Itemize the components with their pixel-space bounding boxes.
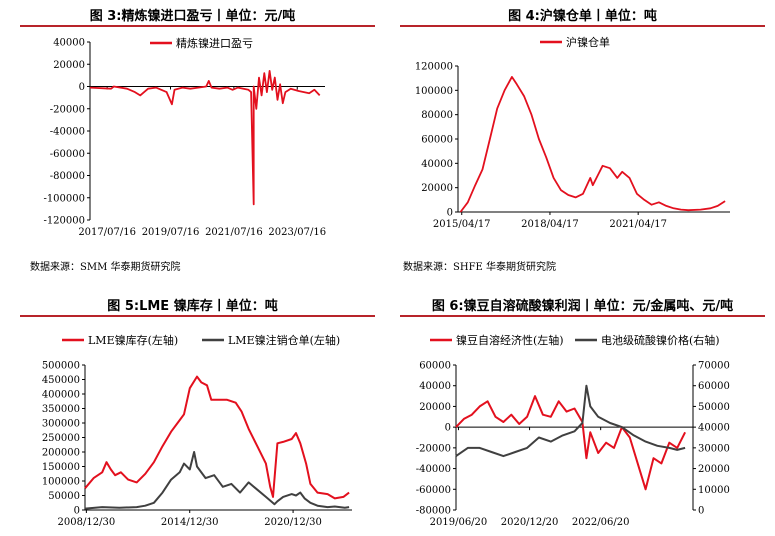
series-line: [459, 76, 726, 213]
y-tick-label: 40000: [421, 159, 453, 170]
chart-fig6: 60000 40000 20000 0 -20000 -40000 -60000 -80000…: [416, 333, 730, 528]
x-tick-label: 2023/07/16: [268, 227, 326, 238]
y-right-tick-label: 20000: [698, 464, 730, 475]
x-tick-label: 2020/12/30: [264, 517, 322, 528]
y-tick-label: 60000: [421, 135, 453, 146]
legend-label: LME镍库存(左轴): [88, 333, 178, 347]
chart-fig4: 0 20000 40000 60000 80000 100000 120000 2015/04…: [415, 35, 730, 230]
legend-label: 镍豆自溶经济性(左轴): [456, 333, 564, 347]
series-line: [455, 384, 686, 458]
chart-title: 图 4:沪镍仓单丨单位：吨: [508, 9, 657, 24]
legend-label: 沪镍仓单: [566, 35, 610, 49]
y-tick-label: 0: [79, 82, 85, 93]
y-tick-label: -20000: [50, 104, 85, 115]
y-tick-label: -40000: [50, 127, 85, 138]
panel-fig4: 图 4:沪镍仓单丨单位：吨 0 20000 40000 60000 80000 10000…: [390, 0, 775, 275]
series-line: [84, 375, 350, 500]
x-tick-label: 2017/07/16: [78, 227, 136, 238]
source-note: 数据来源：SHFE 华泰期货研究院: [403, 262, 556, 273]
title-rule: [20, 315, 375, 317]
y-tick-label: 40000: [419, 381, 451, 392]
series-line: [455, 395, 686, 491]
y-tick-label: 150000: [42, 462, 80, 473]
legend-label: 电池级硫酸镍价格(右轴): [601, 333, 720, 347]
x-tick-label: 2018/04/17: [521, 219, 579, 230]
y-tick-label: 0: [447, 208, 453, 219]
y-tick-label: 400000: [42, 390, 80, 401]
chart-fig3: 40000 20000 0 -20000 -40000 -60000 -80000 -1000…: [43, 36, 326, 238]
legend-label: 精炼镍进口盈亏: [176, 36, 253, 50]
panel-fig6: 图 6:镍豆自溶硫酸镍利润丨单位：元/金属吨、元/吨 60000 40000 200…: [390, 290, 775, 536]
series-line: [89, 70, 321, 206]
y-tick-label: -40000: [416, 464, 451, 475]
y-tick-label: 450000: [42, 375, 80, 386]
panel-fig3: 图 3:精炼镍进口盈亏丨单位：元/吨 40000 20000 0 -20000 -400…: [0, 0, 385, 275]
x-tick-label: 2021/04/17: [609, 219, 667, 230]
y-tick-label: -80000: [416, 506, 451, 517]
chart-title: 图 5:LME 镍库存丨单位：吨: [107, 299, 278, 314]
x-tick-label: 2021/07/16: [205, 227, 263, 238]
y-tick-label: -120000: [43, 216, 85, 227]
y-tick-label: -100000: [43, 193, 85, 204]
y-tick-label: 40000: [53, 38, 85, 49]
y-tick-label: 500000: [42, 361, 80, 372]
chart-fig5: 0 50000 100000 150000 200000 250000 300000 3500…: [42, 333, 352, 528]
y-tick-label: -60000: [416, 485, 451, 496]
chart-title: 图 3:精炼镍进口盈亏丨单位：元/吨: [89, 9, 296, 24]
title-rule: [20, 25, 375, 27]
chart-title: 图 6:镍豆自溶硫酸镍利润丨单位：元/金属吨、元/吨: [431, 299, 734, 314]
y-tick-label: -20000: [416, 443, 451, 454]
y-tick-label: 120000: [415, 62, 453, 73]
y-right-tick-label: 40000: [698, 423, 730, 434]
y-tick-label: 60000: [419, 361, 451, 372]
y-tick-label: 200000: [42, 448, 80, 459]
y-tick-label: 20000: [53, 60, 85, 71]
panel-fig5: 图 5:LME 镍库存丨单位：吨 0 50000 100000 150000 20000…: [0, 290, 385, 536]
x-tick-label: 2008/12/30: [58, 517, 116, 528]
y-right-tick-label: 50000: [698, 402, 730, 413]
y-right-tick-label: 70000: [698, 361, 730, 372]
x-tick-label: 2015/04/17: [433, 219, 491, 230]
y-tick-label: 100000: [415, 86, 453, 97]
y-tick-label: 350000: [42, 404, 80, 415]
y-tick-label: 300000: [42, 419, 80, 430]
y-tick-label: -60000: [50, 149, 85, 160]
source-note: 数据来源：SMM 华泰期货研究院: [30, 262, 181, 273]
y-tick-label: 20000: [419, 402, 451, 413]
y-tick-label: 50000: [48, 491, 80, 502]
title-rule: [400, 315, 765, 317]
y-tick-label: 80000: [421, 110, 453, 121]
title-rule: [400, 25, 765, 27]
y-tick-label: 100000: [42, 477, 80, 488]
x-tick-label: 2019/07/16: [142, 227, 200, 238]
x-tick-label: 2014/12/30: [161, 517, 219, 528]
x-tick-label: 2019/06/20: [430, 517, 488, 528]
y-tick-label: 0: [445, 423, 451, 434]
y-tick-label: 250000: [42, 433, 80, 444]
y-right-tick-label: 0: [698, 506, 704, 517]
y-right-tick-label: 60000: [698, 381, 730, 392]
y-tick-label: -80000: [50, 171, 85, 182]
x-tick-label: 2020/12/20: [501, 517, 559, 528]
y-right-tick-label: 30000: [698, 443, 730, 454]
y-tick-label: 20000: [421, 183, 453, 194]
legend-label: LME镍注销仓单(左轴): [228, 333, 340, 347]
y-tick-label: 0: [74, 506, 80, 517]
series-line: [84, 451, 350, 510]
x-tick-label: 2022/06/20: [572, 517, 630, 528]
y-right-tick-label: 10000: [698, 485, 730, 496]
